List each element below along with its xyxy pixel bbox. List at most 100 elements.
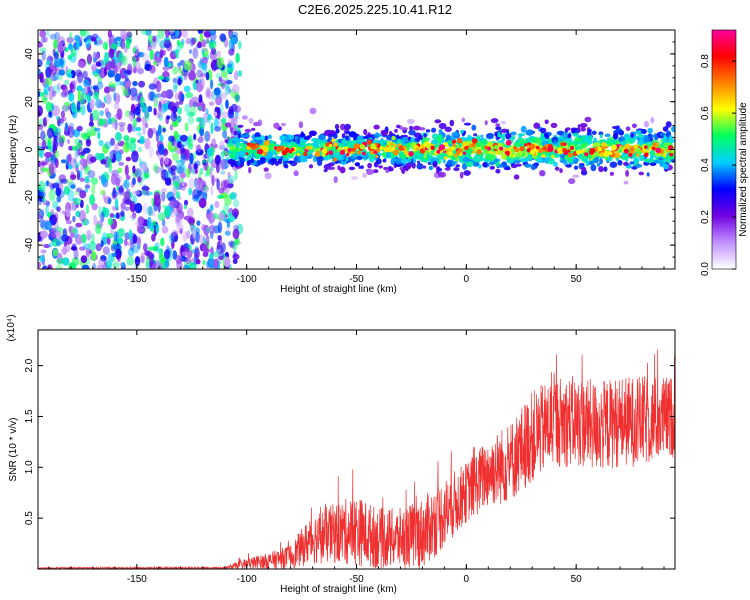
heatmap-cell [162,66,170,71]
heatmap-cell [50,225,57,231]
heatmap-cell [96,264,105,269]
heatmap-cell [96,81,104,90]
heatmap-cell [559,168,563,174]
heatmap-cell [307,152,312,156]
heatmap-cell [38,105,43,117]
heatmap-x-tick-label: 50 [571,274,583,285]
heatmap-cell [200,73,208,78]
heatmap-cell [40,190,46,199]
heatmap-cell [164,208,170,218]
heatmap-cell [40,130,46,141]
heatmap-cell [573,165,579,170]
heatmap-cell [431,139,439,145]
heatmap-cell [133,68,137,74]
colorbar-segment [712,171,736,174]
heatmap-cell [449,119,455,127]
heatmap-cell [340,139,347,144]
heatmap-cell [237,151,246,157]
heatmap-cell [180,134,188,142]
heatmap-cell [221,111,229,119]
heatmap-cell [151,127,157,135]
heatmap-cell [570,127,578,131]
colorbar-segment [712,83,736,87]
heatmap-cell [64,79,70,86]
axes: -150 -100 -50 0 50 -40 -20 0 20 40 Height of strai… [6,29,676,595]
heatmap-cell [653,160,660,164]
heatmap-cell [40,249,47,254]
colorbar-segment [712,65,736,69]
heatmap-cell [172,81,178,93]
heatmap-cell [192,47,199,59]
heatmap-cell [187,111,195,117]
heatmap-cell [609,171,615,176]
colorbar-segment [712,125,736,129]
heatmap-cell [235,94,241,102]
heatmap-cell [50,228,59,239]
heatmap-cell [505,133,512,140]
heatmap-peak [249,142,255,148]
heatmap-cell [104,141,112,150]
heatmap-cell [108,48,115,59]
heatmap-y-tick-label: 20 [24,96,35,108]
colorbar-segment [712,175,736,178]
heatmap-cell [446,160,452,166]
heatmap-cell [598,166,604,173]
heatmap-cell [574,137,582,143]
heatmap-cell [362,136,370,139]
heatmap-cell [55,230,62,241]
heatmap-cell [105,111,112,119]
heatmap-peak [608,151,613,156]
heatmap-cell [52,249,59,257]
heatmap-cell [75,222,83,228]
heatmap-cell [243,140,248,145]
heatmap-cell [309,107,317,115]
heatmap-peak [376,148,381,153]
colorbar-label: Normalized spectral amplitude [738,102,749,237]
heatmap-cell [38,161,41,168]
heatmap-cell [197,41,202,48]
heatmap-cell [39,30,47,38]
heatmap-cell [378,165,383,169]
heatmap-cell [83,243,90,250]
heatmap-cell [293,157,298,162]
heatmap-cell [399,153,407,160]
heatmap-peak [669,152,674,157]
heatmap-cell [316,155,324,162]
heatmap-cell [205,72,210,81]
heatmap-cell [86,30,90,38]
colorbar-segment [712,41,736,45]
heatmap-cell [495,123,501,127]
heatmap-cell [473,133,478,137]
heatmap-cell [167,140,173,152]
heatmap-cell [134,256,141,267]
heatmap-cell [584,116,592,123]
heatmap-cell [59,118,65,124]
heatmap-cell [142,104,148,113]
heatmap-cell [649,162,657,166]
heatmap-cell [625,169,629,177]
colorbar-segment [712,237,736,240]
heatmap-cell [130,95,136,101]
heatmap-cell [554,153,560,158]
colorbar-segment [712,117,736,121]
heatmap-cell [102,143,109,154]
heatmap-cell [49,242,53,248]
heatmap-peak [584,152,589,157]
colorbar-segment [712,131,736,135]
colorbar-segment [712,233,736,236]
heatmap-cell [513,174,520,180]
heatmap-cell [41,167,49,172]
heatmap-cell [159,134,164,142]
heatmap-cell [141,189,147,195]
heatmap-cell [550,122,558,128]
heatmap-cell [100,118,107,126]
heatmap-cell [666,130,671,137]
heatmap-cell [199,126,205,137]
heatmap-cell [179,227,183,235]
heatmap-cell [84,38,91,49]
heatmap-cell [49,61,55,70]
heatmap-cell [80,235,85,244]
heatmap-cell [177,166,185,174]
heatmap-cell [540,127,547,134]
heatmap-cell [46,127,55,139]
